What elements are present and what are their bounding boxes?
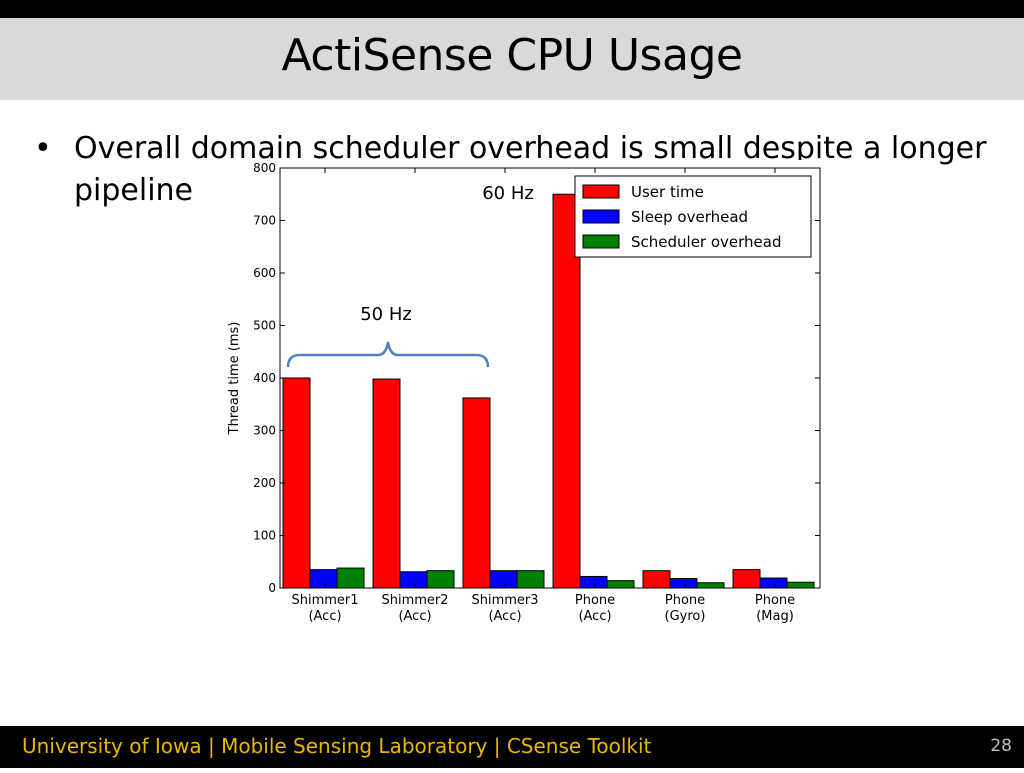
y-tick-label: 600: [253, 266, 276, 280]
y-tick-label: 800: [253, 161, 276, 175]
x-tick-label: Phone: [575, 593, 615, 608]
bar-user-time-2: [462, 397, 491, 589]
annotation-50hz: 50 Hz: [360, 304, 412, 325]
x-tick-label: Phone: [665, 593, 705, 608]
bar-sleep-overhead-0: [309, 569, 338, 589]
x-tick-label: Shimmer2: [381, 593, 448, 608]
x-tick-label: (Acc): [488, 609, 521, 624]
y-tick-label: 300: [253, 424, 276, 438]
legend-label: User time: [631, 183, 704, 201]
bar-scheduler-overhead-5: [786, 581, 815, 589]
page-number: 28: [990, 736, 1012, 756]
x-tick-label: (Mag): [756, 609, 794, 624]
legend-swatch: [582, 209, 620, 224]
bar-scheduler-overhead-2: [516, 570, 545, 589]
x-tick-label: Shimmer3: [471, 593, 538, 608]
y-tick-label: 200: [253, 476, 276, 490]
y-tick-label: 400: [253, 371, 276, 385]
title-band: [0, 18, 1024, 100]
x-tick-label: (Acc): [398, 609, 431, 624]
y-tick-label: 700: [253, 214, 276, 228]
bar-user-time-1: [372, 378, 401, 589]
legend-label: Sleep overhead: [631, 208, 748, 226]
bar-user-time-5: [732, 569, 761, 589]
bar-user-time-3: [552, 193, 581, 589]
top-bar: [0, 0, 1024, 18]
footer-text: University of Iowa | Mobile Sensing Labo…: [22, 734, 652, 758]
annotation-60hz: 60 Hz: [482, 183, 534, 204]
bar-scheduler-overhead-0: [336, 567, 365, 589]
y-tick-label: 0: [268, 581, 276, 595]
bar-user-time-0: [282, 377, 311, 589]
legend-swatch: [582, 184, 620, 199]
y-tick-label: 500: [253, 319, 276, 333]
bar-sleep-overhead-1: [399, 571, 428, 589]
legend-swatch: [582, 234, 620, 249]
y-axis-label: Thread time (ms): [227, 322, 242, 436]
bullet-dot: •: [34, 131, 52, 166]
x-tick-label: (Gyro): [665, 609, 706, 624]
bar-scheduler-overhead-4: [696, 582, 725, 589]
x-tick-label: Shimmer1: [291, 593, 358, 608]
x-tick-label: (Acc): [578, 609, 611, 624]
bar-sleep-overhead-2: [489, 570, 518, 589]
x-tick-label: Phone: [755, 593, 795, 608]
bar-sleep-overhead-4: [669, 578, 698, 589]
bar-user-time-4: [642, 570, 671, 589]
bar-scheduler-overhead-3: [606, 580, 635, 589]
bar-scheduler-overhead-1: [426, 570, 455, 589]
slide-title: ActiSense CPU Usage: [281, 30, 743, 81]
footer-bar: [0, 726, 1024, 768]
legend-label: Scheduler overhead: [631, 233, 782, 251]
brace-50hz: [286, 341, 490, 368]
x-tick-label: (Acc): [308, 609, 341, 624]
y-tick-label: 100: [253, 529, 276, 543]
bar-sleep-overhead-5: [759, 577, 788, 589]
bar-sleep-overhead-3: [579, 575, 608, 589]
